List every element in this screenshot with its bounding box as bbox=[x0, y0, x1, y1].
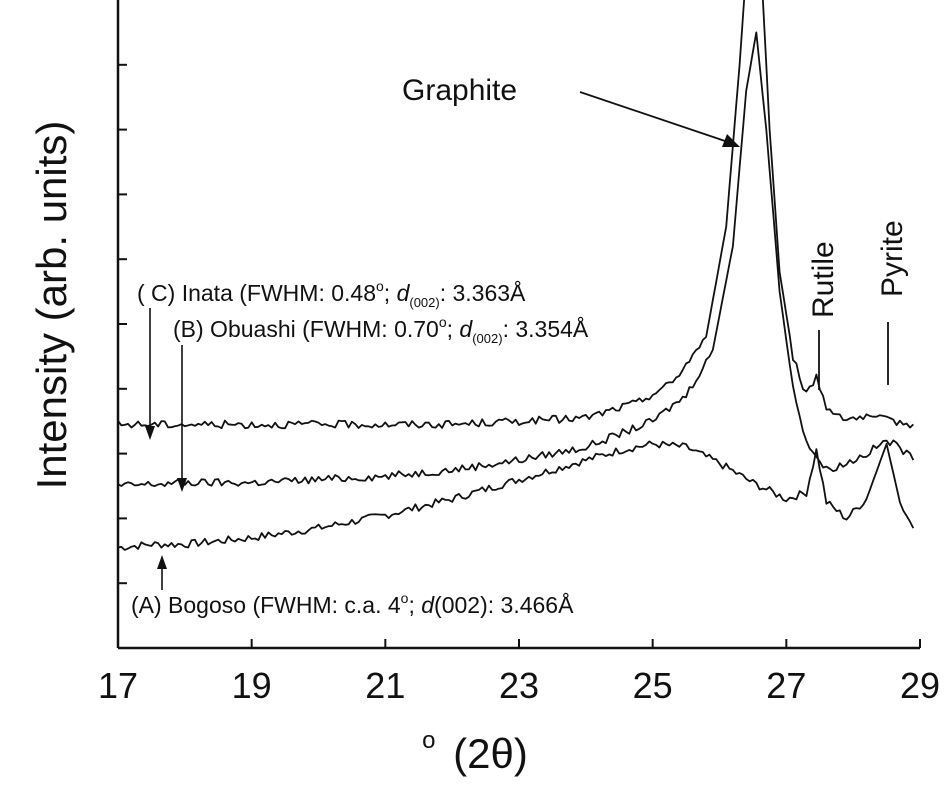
graphite-arrow-head bbox=[722, 134, 740, 147]
pyrite-label: Pyrite bbox=[876, 220, 909, 297]
x-tick-label-3: 23 bbox=[499, 665, 539, 706]
x-axis-degree-mark: o bbox=[422, 727, 435, 754]
label-sample-b: (B) Obuashi (FWHM: 0.70o; d(002): 3.354Å bbox=[173, 314, 589, 346]
label-b-value: : 3.354Å bbox=[503, 315, 589, 342]
graphite-label: Graphite bbox=[402, 74, 517, 107]
y-ticks bbox=[118, 63, 127, 585]
label-c-d-index: (002) bbox=[409, 295, 439, 310]
traces bbox=[117, 0, 915, 551]
series-line-A bbox=[117, 440, 915, 551]
rutile-label: Rutile bbox=[807, 241, 840, 318]
x-tick-label-2: 21 bbox=[365, 665, 405, 706]
label-a-value: : 3.466Å bbox=[488, 591, 574, 618]
x-tick-label-4: 25 bbox=[633, 665, 673, 706]
label-a-sep: ; bbox=[408, 592, 421, 618]
x-tick-label-6: 29 bbox=[900, 665, 940, 706]
label-b-sep: ; bbox=[447, 316, 460, 342]
label-c-sep: ; bbox=[384, 280, 397, 306]
x-axis-title-rest: (2θ) bbox=[453, 730, 528, 777]
x-ticks: 17 19 21 23 25 27 29 bbox=[98, 639, 940, 706]
label-b-d: d bbox=[459, 316, 473, 342]
label-c-d: d bbox=[397, 280, 411, 306]
series-line-C bbox=[117, 0, 914, 430]
x-tick-label-1: 19 bbox=[232, 665, 272, 706]
arrow-a-head bbox=[157, 555, 167, 569]
arrow-b-head bbox=[177, 478, 187, 492]
plot-area: 17 19 21 23 25 27 29 bbox=[98, 0, 940, 706]
label-c-value: : 3.363Å bbox=[440, 279, 526, 306]
arrow-c-head bbox=[145, 426, 155, 440]
label-b-prefix: (B) Obuashi (FWHM: 0.70 bbox=[173, 316, 439, 342]
label-a-prefix: (A) Bogoso (FWHM: c.a. 4 bbox=[131, 592, 401, 618]
label-a-d-index: (002) bbox=[434, 592, 488, 618]
label-sample-a: (A) Bogoso (FWHM: c.a. 4o; d(002): 3.466… bbox=[131, 590, 574, 618]
x-tick-label-0: 17 bbox=[98, 665, 138, 706]
x-tick-label-5: 27 bbox=[766, 665, 806, 706]
x-axis-title: o (2θ) bbox=[422, 710, 528, 777]
x-axis-title-text: o (2θ) bbox=[422, 710, 528, 777]
label-c-prefix: ( C) Inata (FWHM: 0.48 bbox=[137, 280, 376, 306]
y-axis-title: Intensity (arb. units) bbox=[28, 121, 75, 490]
label-sample-c: ( C) Inata (FWHM: 0.48o; d(002): 3.363Å bbox=[137, 278, 526, 310]
label-b-degree: o bbox=[439, 314, 447, 330]
label-a-degree: o bbox=[401, 590, 409, 606]
series-line-B bbox=[117, 31, 915, 488]
label-c-degree: o bbox=[376, 278, 384, 294]
label-a-d: d bbox=[421, 592, 435, 618]
graphite-arrow-line bbox=[579, 91, 729, 143]
label-b-d-index: (002) bbox=[472, 331, 502, 346]
